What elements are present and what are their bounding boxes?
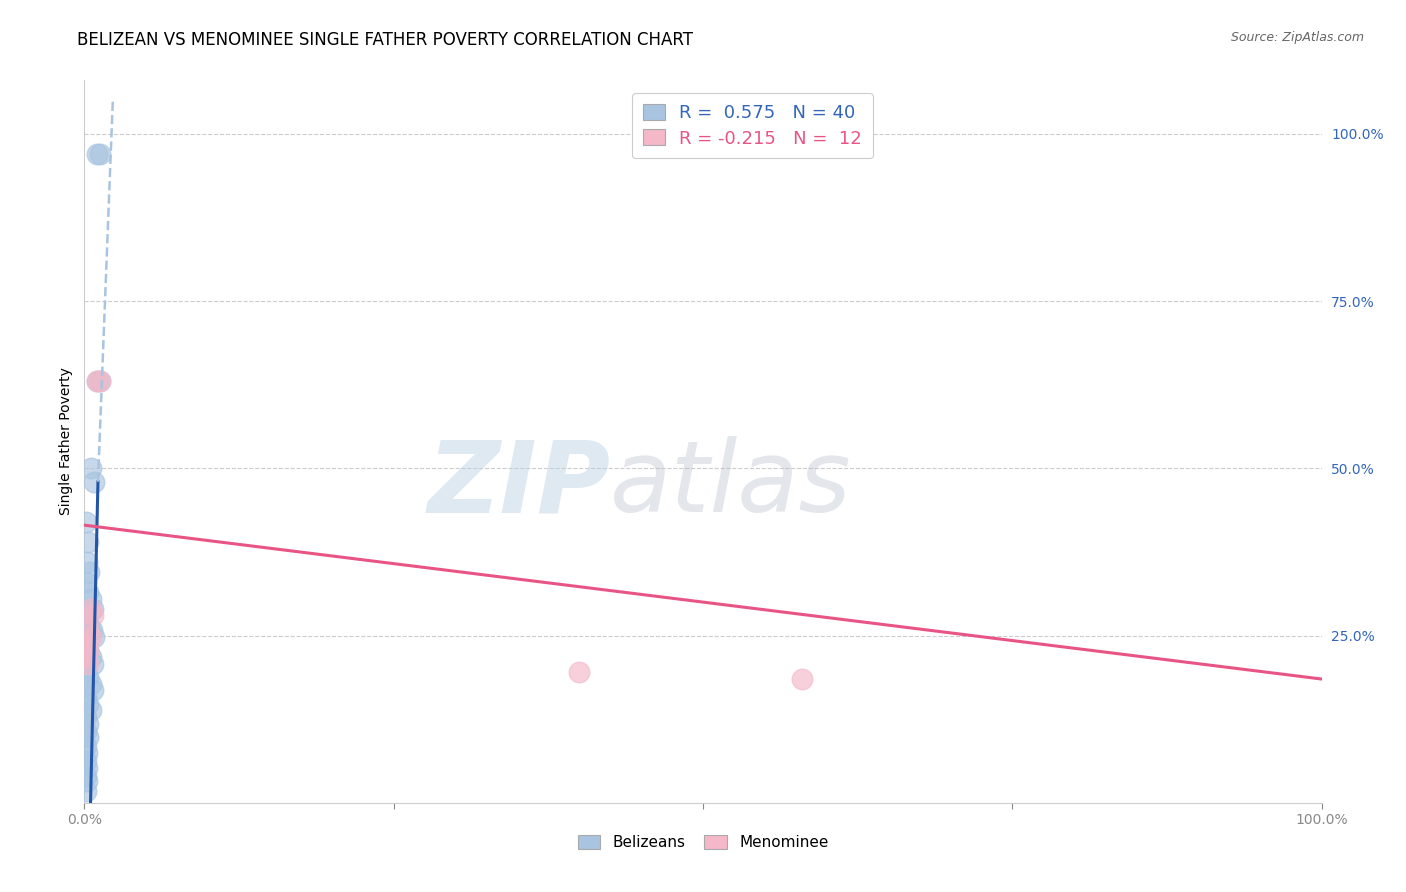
Text: atlas: atlas [610,436,852,533]
Point [79,602,101,616]
Point [77,717,100,731]
Point [79,630,101,644]
Point [75,769,97,783]
Point [77,534,100,549]
Point [79,649,101,664]
Point [77,670,100,684]
Point [83,475,105,489]
Point [89,375,111,389]
Point [79,618,101,632]
Point [89,375,111,389]
Point [77,644,100,658]
Point [75,515,97,529]
Point [80,623,103,637]
Text: BELIZEAN VS MENOMINEE SINGLE FATHER POVERTY CORRELATION CHART: BELIZEAN VS MENOMINEE SINGLE FATHER POVE… [77,31,693,49]
Point [75,784,97,798]
Point [77,623,100,637]
Point [82,657,104,671]
Point [79,703,101,717]
Point [82,608,104,623]
Point [76,555,98,569]
Text: ZIP: ZIP [427,436,610,533]
Point [75,637,97,651]
Point [77,644,100,658]
Point [79,565,101,579]
Point [82,683,104,698]
Point [75,739,97,753]
Point [79,676,101,690]
Point [89,147,111,161]
Point [79,461,101,475]
Point [75,649,97,664]
Point [75,723,97,738]
Point [75,664,97,678]
Point [77,730,100,744]
Y-axis label: Single Father Poverty: Single Father Poverty [59,368,73,516]
Point [79,591,101,606]
Point [75,690,97,705]
Point [86,375,108,389]
Point [76,761,98,775]
Point [76,774,98,789]
Point [82,602,104,616]
Text: Source: ZipAtlas.com: Source: ZipAtlas.com [1230,31,1364,45]
Point [790,672,813,686]
Point [75,755,97,769]
Legend: Belizeans, Menominee: Belizeans, Menominee [571,830,835,856]
Point [76,612,98,626]
Point [75,575,97,590]
Point [77,697,100,711]
Point [86,375,108,389]
Point [75,637,97,651]
Point [83,630,105,644]
Point [86,147,108,161]
Point [568,665,591,680]
Point [77,585,100,599]
Point [76,746,98,760]
Point [77,657,100,671]
Point [75,710,97,724]
